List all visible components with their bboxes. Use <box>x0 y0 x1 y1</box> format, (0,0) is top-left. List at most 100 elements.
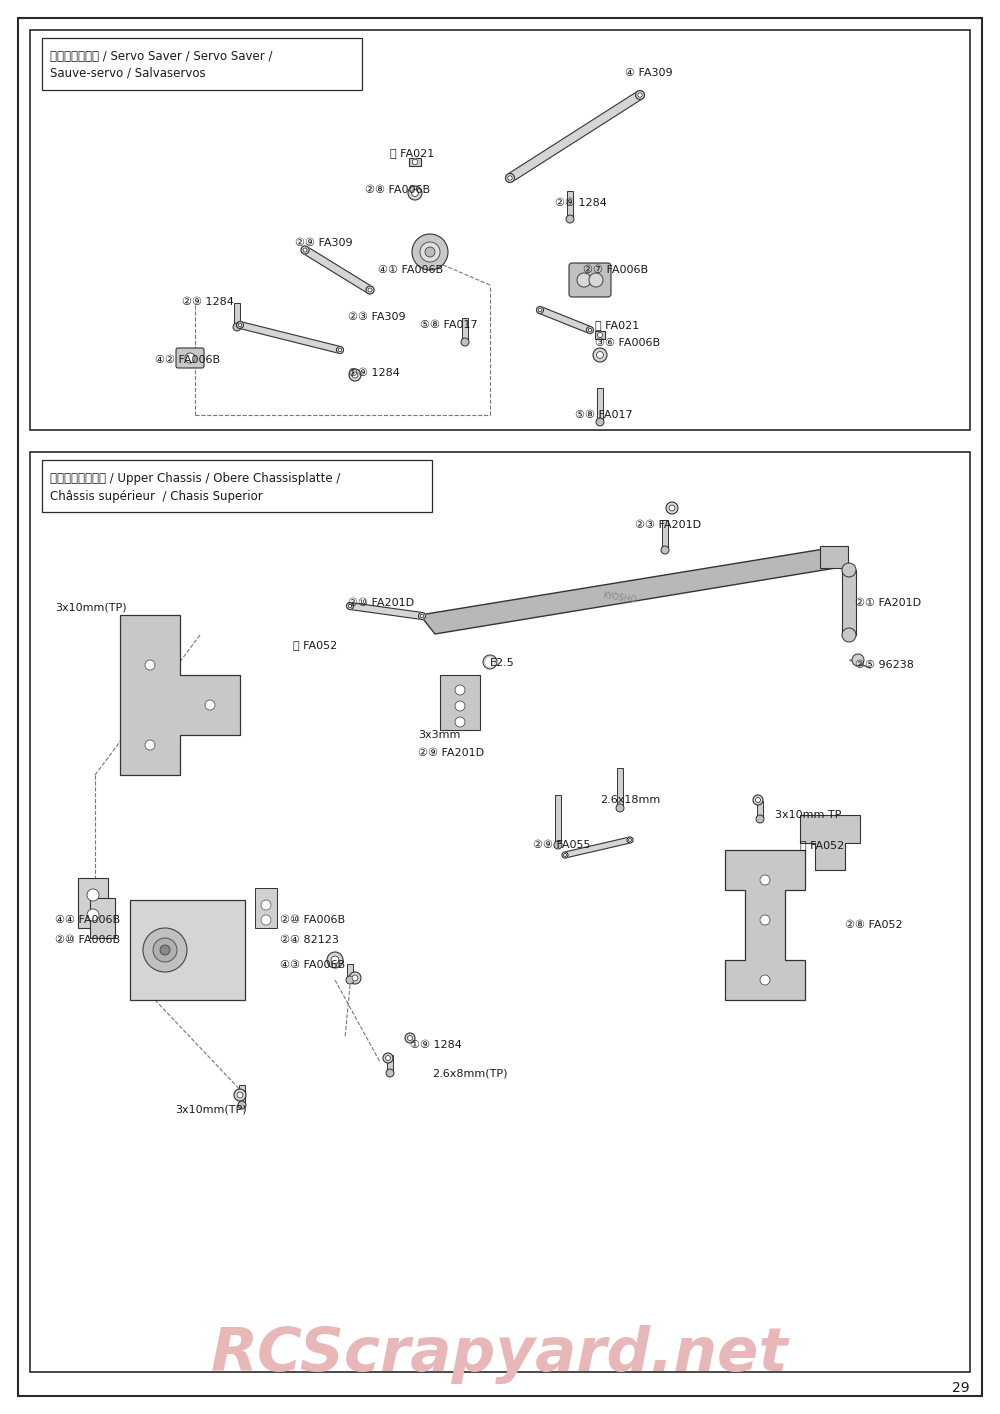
Circle shape <box>349 369 361 380</box>
Bar <box>255 888 277 928</box>
Polygon shape <box>539 307 591 334</box>
Text: E2.5: E2.5 <box>490 658 515 667</box>
Circle shape <box>261 899 271 911</box>
Bar <box>617 768 623 807</box>
Polygon shape <box>800 814 860 870</box>
Bar <box>820 546 848 568</box>
Circle shape <box>143 928 187 971</box>
Circle shape <box>588 328 592 332</box>
Circle shape <box>336 346 344 354</box>
Bar <box>462 318 468 344</box>
Circle shape <box>669 505 675 510</box>
Circle shape <box>629 839 632 841</box>
Circle shape <box>554 841 562 848</box>
Circle shape <box>616 805 624 812</box>
Circle shape <box>586 327 594 334</box>
Circle shape <box>756 814 764 823</box>
Bar <box>42 460 432 512</box>
Text: Sauve-servo / Salvaservos: Sauve-servo / Salvaservos <box>50 66 206 81</box>
Text: ②③ FA201D: ②③ FA201D <box>635 520 701 530</box>
FancyBboxPatch shape <box>176 348 204 368</box>
Circle shape <box>386 1069 394 1077</box>
Text: 29: 29 <box>952 1381 970 1396</box>
Circle shape <box>483 655 497 669</box>
Polygon shape <box>420 549 848 633</box>
Text: ②⑧ FA052: ②⑧ FA052 <box>845 921 903 930</box>
Polygon shape <box>120 615 240 775</box>
Circle shape <box>760 915 770 925</box>
Circle shape <box>145 740 155 749</box>
Text: ②⑨ FA309: ②⑨ FA309 <box>295 238 353 247</box>
Circle shape <box>562 853 568 858</box>
Text: ①⑨ 1284: ①⑨ 1284 <box>410 1041 462 1051</box>
Circle shape <box>756 797 761 803</box>
Text: アッパーシャシー / Upper Chassis / Obere Chassisplatte /: アッパーシャシー / Upper Chassis / Obere Chassis… <box>50 472 340 485</box>
Circle shape <box>327 952 343 969</box>
Polygon shape <box>564 837 631 858</box>
Circle shape <box>536 307 544 314</box>
Circle shape <box>338 348 342 352</box>
Text: ②⑨ 1284: ②⑨ 1284 <box>555 198 607 208</box>
Bar <box>662 520 668 550</box>
Circle shape <box>408 187 422 199</box>
Bar <box>130 899 245 1000</box>
Circle shape <box>346 976 354 984</box>
Text: 3x10mm TP: 3x10mm TP <box>775 810 841 820</box>
Bar <box>757 800 763 819</box>
Bar <box>595 331 605 339</box>
Circle shape <box>368 288 372 293</box>
Circle shape <box>638 93 642 98</box>
Text: ②⑧ FA006B: ②⑧ FA006B <box>365 185 430 195</box>
Text: 3x10mm(TP): 3x10mm(TP) <box>55 602 127 612</box>
Circle shape <box>237 321 244 328</box>
Text: ④③ FA006B: ④③ FA006B <box>280 960 345 970</box>
Text: ②⑦ FA006B: ②⑦ FA006B <box>583 264 648 274</box>
Text: ②⑤ 96238: ②⑤ 96238 <box>855 660 914 670</box>
Bar <box>597 387 603 423</box>
Polygon shape <box>239 321 341 354</box>
Text: 3x10mm(TP): 3x10mm(TP) <box>175 1104 247 1116</box>
Circle shape <box>303 247 307 252</box>
Text: ④② FA006B: ④② FA006B <box>155 355 220 365</box>
Text: ⑯ FA021: ⑯ FA021 <box>390 148 434 158</box>
Circle shape <box>852 655 864 666</box>
Text: ②⑨ 1284: ②⑨ 1284 <box>182 297 234 307</box>
Circle shape <box>666 502 678 515</box>
Circle shape <box>349 971 361 984</box>
Circle shape <box>238 1102 246 1109</box>
Circle shape <box>331 956 339 964</box>
Circle shape <box>538 308 542 311</box>
Circle shape <box>301 246 309 255</box>
Bar <box>347 964 353 980</box>
Text: ②① FA201D: ②① FA201D <box>855 598 921 608</box>
Circle shape <box>153 937 177 962</box>
Circle shape <box>348 604 352 608</box>
Circle shape <box>87 909 99 921</box>
Polygon shape <box>725 850 805 1000</box>
Text: ④① FA006B: ④① FA006B <box>378 264 443 274</box>
Circle shape <box>508 175 512 180</box>
Circle shape <box>383 1053 393 1063</box>
Circle shape <box>753 795 763 805</box>
Text: ②⑨ FA055: ②⑨ FA055 <box>533 840 590 850</box>
Text: ⑤⑧ FA017: ⑤⑧ FA017 <box>575 410 633 420</box>
Text: ②⑨ FA201D: ②⑨ FA201D <box>418 748 484 758</box>
Circle shape <box>233 322 241 331</box>
FancyBboxPatch shape <box>569 263 611 297</box>
Circle shape <box>87 889 99 901</box>
Circle shape <box>593 348 607 362</box>
Circle shape <box>261 915 271 925</box>
Text: ③⑥ FA006B: ③⑥ FA006B <box>595 338 660 348</box>
Text: ⑯ FA021: ⑯ FA021 <box>595 320 639 329</box>
Circle shape <box>486 658 494 666</box>
Circle shape <box>455 701 465 711</box>
Polygon shape <box>303 246 372 294</box>
Circle shape <box>185 354 195 363</box>
Text: ⑯ FA052: ⑯ FA052 <box>800 840 844 850</box>
Bar <box>90 898 115 937</box>
Circle shape <box>412 233 448 270</box>
Circle shape <box>425 247 435 257</box>
Text: ⑯ FA052: ⑯ FA052 <box>293 641 337 650</box>
Text: サーボセイバー / Servo Saver / Servo Saver /: サーボセイバー / Servo Saver / Servo Saver / <box>50 49 272 64</box>
Circle shape <box>412 160 418 165</box>
